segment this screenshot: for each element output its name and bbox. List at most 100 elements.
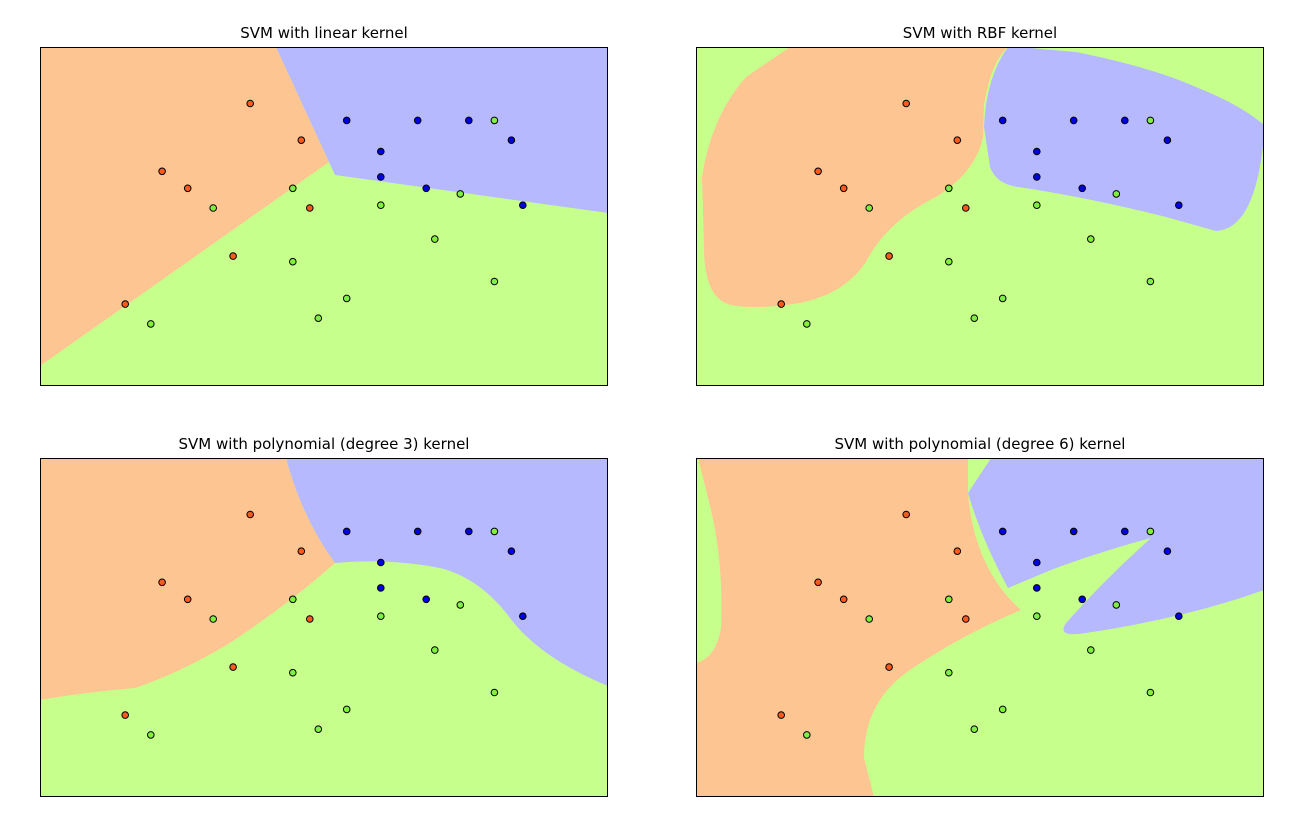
- points-layer: [777, 510, 1183, 739]
- region-orange: [696, 458, 1021, 797]
- data-point-orange: [306, 204, 314, 212]
- data-point-blue: [413, 527, 422, 536]
- region-blue-upper: [968, 458, 1264, 635]
- data-point-orange: [839, 184, 848, 193]
- data-point-blue: [377, 147, 385, 156]
- data-point-green: [1033, 612, 1041, 620]
- data-point-blue: [1033, 173, 1041, 181]
- data-point-blue: [1163, 547, 1172, 555]
- data-point-green: [998, 705, 1007, 714]
- data-point-orange: [902, 510, 910, 519]
- chart-title-poly6: SVM with polynomial (degree 6) kernel: [834, 435, 1126, 453]
- data-point-green: [147, 320, 155, 328]
- axes-frame: [696, 47, 1264, 386]
- data-point-orange: [902, 99, 910, 108]
- data-point-orange: [839, 595, 848, 604]
- data-point-blue: [1033, 147, 1041, 156]
- data-point-green: [945, 668, 953, 677]
- data-point-blue: [377, 558, 385, 567]
- data-point-green: [209, 615, 217, 623]
- data-point-blue: [342, 527, 351, 536]
- data-point-blue: [377, 173, 385, 181]
- region-blue: [984, 47, 1264, 231]
- data-point-blue: [422, 184, 431, 193]
- data-point-green: [1146, 116, 1155, 125]
- data-point-green: [490, 527, 499, 536]
- data-point-green: [289, 668, 297, 677]
- data-point-green: [945, 595, 953, 604]
- data-point-green: [289, 184, 297, 193]
- data-point-orange: [183, 184, 192, 193]
- data-point-orange: [297, 136, 306, 144]
- region-orange: [40, 458, 335, 700]
- data-point-blue: [519, 612, 527, 620]
- data-point-green: [998, 294, 1007, 303]
- plot-linear-kernel: [40, 47, 608, 386]
- data-point-blue: [1069, 116, 1078, 125]
- data-point-green: [1087, 646, 1095, 654]
- data-point-orange: [229, 663, 237, 671]
- data-point-green: [456, 601, 465, 609]
- data-point-green: [945, 184, 953, 193]
- data-point-orange: [885, 663, 893, 671]
- data-point-orange: [962, 204, 970, 212]
- points-layer: [121, 510, 527, 739]
- plot-poly3-kernel: [40, 458, 608, 797]
- data-point-green: [803, 731, 811, 739]
- data-point-green: [490, 116, 499, 125]
- data-point-green: [456, 190, 465, 198]
- data-point-green: [865, 204, 873, 212]
- data-point-green: [1146, 277, 1155, 286]
- data-point-green: [377, 201, 385, 209]
- data-point-blue: [519, 201, 527, 209]
- data-point-green: [945, 257, 953, 266]
- data-point-green: [431, 646, 439, 654]
- data-point-orange: [183, 595, 192, 604]
- data-point-orange: [962, 615, 970, 623]
- data-point-orange: [814, 167, 822, 176]
- data-point-green: [342, 705, 351, 714]
- data-point-green: [803, 320, 811, 328]
- data-point-blue: [507, 136, 516, 144]
- data-point-blue: [1078, 595, 1087, 604]
- data-point-green: [377, 612, 385, 620]
- plot-rbf-kernel: [696, 47, 1264, 386]
- plot-poly6-kernel: [696, 458, 1264, 797]
- data-point-blue: [1175, 612, 1183, 620]
- data-point-blue: [998, 116, 1007, 125]
- data-point-blue: [507, 547, 516, 555]
- data-point-green: [342, 294, 351, 303]
- data-point-green: [1112, 601, 1121, 609]
- data-point-green: [147, 731, 155, 739]
- region-blue: [276, 47, 608, 213]
- data-point-green: [490, 277, 499, 286]
- data-point-green: [970, 314, 979, 323]
- data-point-orange: [777, 300, 785, 308]
- data-point-blue: [1121, 116, 1129, 125]
- data-point-blue: [1078, 184, 1087, 193]
- data-point-blue: [342, 116, 351, 125]
- data-point-blue: [377, 584, 385, 592]
- data-point-blue: [998, 527, 1007, 536]
- data-point-green: [1112, 190, 1121, 198]
- data-point-blue: [1033, 558, 1041, 567]
- data-point-orange: [777, 711, 785, 719]
- data-point-orange: [121, 300, 129, 308]
- data-point-green: [314, 725, 323, 734]
- data-point-orange: [885, 252, 893, 260]
- chart-title-poly3: SVM with polynomial (degree 3) kernel: [178, 435, 470, 453]
- chart-title-rbf: SVM with RBF kernel: [902, 24, 1058, 42]
- axes-frame: [40, 458, 608, 797]
- axes-frame: [696, 458, 1264, 797]
- data-point-blue: [1175, 201, 1183, 209]
- data-point-blue: [413, 116, 422, 125]
- data-point-green: [431, 235, 439, 243]
- data-point-green: [314, 314, 323, 323]
- data-point-orange: [953, 547, 962, 555]
- data-point-orange: [121, 711, 129, 719]
- points-layer: [777, 99, 1183, 328]
- data-point-green: [1033, 201, 1041, 209]
- data-point-blue: [1121, 527, 1129, 536]
- data-point-green: [289, 595, 297, 604]
- chart-title-linear: SVM with linear kernel: [240, 24, 408, 42]
